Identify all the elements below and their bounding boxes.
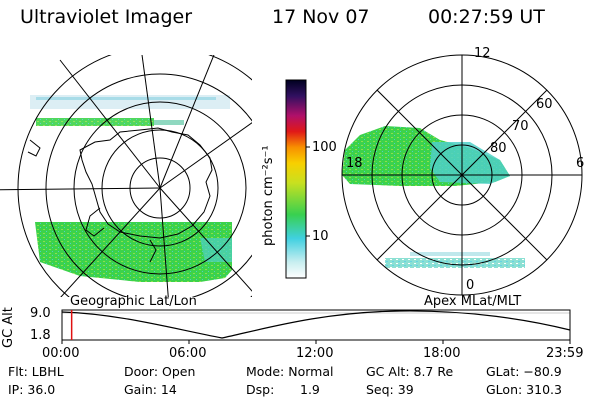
- mlt-label-0: 0: [466, 278, 475, 293]
- alt-xtick: 18:00: [423, 346, 461, 361]
- apex-map: [341, 54, 583, 296]
- gain-status: Gain: 14: [124, 382, 177, 397]
- glat-status: GLat: −80.9: [486, 364, 562, 379]
- colorbar: [285, 79, 310, 279]
- mlt-label-18: 18: [346, 156, 363, 171]
- mode-status: Mode: Normal: [246, 364, 334, 379]
- glon-status: GLon: 310.3: [486, 382, 562, 397]
- alt-ytick-1-8: 1.8: [30, 328, 51, 343]
- ip-status: IP: 36.0: [8, 382, 56, 397]
- geo-caption: Geographic Lat/Lon: [70, 294, 197, 309]
- alt-xtick: 06:00: [169, 346, 207, 361]
- colorbar-tick-100: 100: [312, 140, 337, 155]
- mlt-label-6: 6: [576, 156, 585, 171]
- dsp-status: Dsp:: [246, 382, 275, 397]
- geo-map: [0, 55, 252, 297]
- dsp-value: 1.9: [300, 382, 320, 397]
- mlat-label-70: 70: [512, 119, 529, 134]
- alt-ytick-9: 9.0: [30, 306, 51, 321]
- alt-xtick: 00:00: [42, 346, 80, 361]
- apex-caption: Apex MLat/MLT: [424, 294, 522, 309]
- mlt-label-12: 12: [474, 46, 491, 61]
- mlat-label-80: 80: [490, 141, 507, 156]
- colorbar-tick-10: 10: [312, 229, 329, 244]
- altitude-plot: [61, 309, 571, 344]
- gc-alt-status: GC Alt: 8.7 Re: [366, 364, 454, 379]
- time-label: 00:27:59 UT: [428, 6, 545, 28]
- alt-xtick: 12:00: [296, 346, 334, 361]
- instrument-title: Ultraviolet Imager: [20, 6, 193, 28]
- mlat-label-60: 60: [536, 97, 553, 112]
- seq-status: Seq: 39: [366, 382, 414, 397]
- filter-status: Flt: LBHL: [8, 364, 64, 379]
- alt-ylabel: GC Alt: [1, 307, 16, 348]
- door-status: Door: Open: [124, 364, 196, 379]
- alt-xtick: 23:59: [546, 346, 584, 361]
- colorbar-unit-label: photon cm⁻²s⁻¹: [261, 145, 276, 246]
- date-label: 17 Nov 07: [272, 6, 370, 28]
